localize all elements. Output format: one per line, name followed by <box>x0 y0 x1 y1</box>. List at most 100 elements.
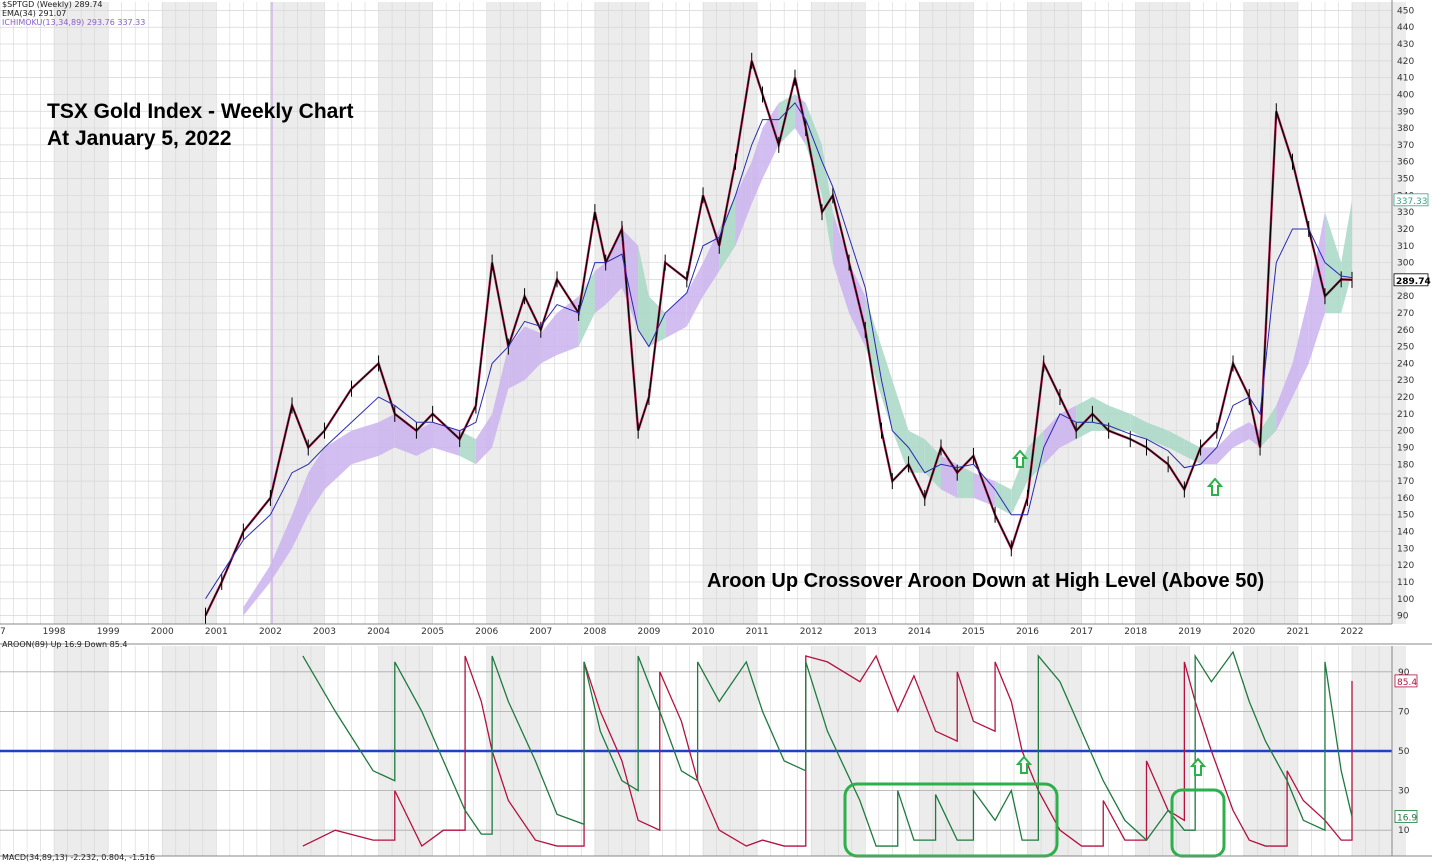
ichimoku-cloud-segment <box>1308 212 1325 364</box>
legend-macd: MACD(34,89,13) -2.232, 0.804, -1.516 <box>2 853 156 862</box>
up-arrow-icon <box>1015 755 1033 774</box>
ichimoku-cloud-segment <box>1260 405 1277 448</box>
aroon-value-tag <box>1394 810 1418 823</box>
price-tick-label: 300 <box>1397 259 1414 269</box>
ichimoku-cloud-segment <box>719 195 736 271</box>
ichimoku-cloud-segment <box>1092 397 1109 431</box>
ichimoku-cloud-segment <box>924 439 941 490</box>
ema-line <box>205 102 1353 600</box>
up-arrow-icon <box>1206 477 1224 496</box>
price-tick-label: 100 <box>1397 595 1414 605</box>
x-tick-label: 2001 <box>205 627 228 637</box>
chart-subtitle: At January 5, 2022 <box>47 127 232 150</box>
x-tick-label: 2009 <box>638 627 661 637</box>
legend-symbol: $SPTGD (Weekly) 289.74 <box>2 0 103 9</box>
price-tick-label: 380 <box>1397 124 1414 134</box>
price-tick-label: 150 <box>1397 511 1414 521</box>
price-tick-label: 230 <box>1397 376 1414 386</box>
x-tick-label: 2004 <box>367 627 390 637</box>
price-tick-label: 120 <box>1397 561 1414 571</box>
ichimoku-cloud-segment <box>735 161 752 246</box>
price-tick-label: 270 <box>1397 309 1414 319</box>
x-tick-label: 2022 <box>1341 627 1364 637</box>
price-tick-label: 450 <box>1397 6 1414 16</box>
x-tick-label: 2007 <box>529 627 552 637</box>
price-tick-label: 330 <box>1397 208 1414 218</box>
x-tick-label: 2020 <box>1232 627 1255 637</box>
price-tick-label: 200 <box>1397 427 1414 437</box>
ichimoku-cloud-segment <box>432 422 460 456</box>
ichimoku-cloud-segment <box>308 447 325 515</box>
ichimoku-cloud-segment <box>605 228 622 305</box>
ichimoku-cloud-segment <box>1108 405 1131 431</box>
x-tick-label: 1999 <box>97 627 120 637</box>
x-tick-label: 2011 <box>746 627 769 637</box>
x-tick-label: 2010 <box>692 627 715 637</box>
price-tick-label: 130 <box>1397 544 1414 554</box>
x-tick-label: 7 <box>0 627 6 637</box>
price-tick-label: 160 <box>1397 494 1414 504</box>
price-tick-label: 430 <box>1397 40 1414 50</box>
x-tick-label: 2003 <box>313 627 336 637</box>
price-tick-label: 390 <box>1397 107 1414 117</box>
ichimoku-cloud-segment <box>292 472 309 549</box>
ichimoku-cloud-segment <box>1146 422 1169 448</box>
x-tick-label: 2006 <box>475 627 498 637</box>
ichimoku-cloud-segment <box>351 422 379 465</box>
price-tick-label: 400 <box>1397 90 1414 100</box>
aroon-value-tag <box>1394 674 1418 688</box>
ichimoku-cloud-segment <box>1233 422 1250 448</box>
ichimoku-cloud-segment <box>1168 430 1185 456</box>
ichimoku-cloud-segment <box>243 565 271 616</box>
ichimoku-cloud-segment <box>1043 413 1060 465</box>
ichimoku-cloud-segment <box>805 102 823 196</box>
x-tick-label: 2000 <box>151 627 174 637</box>
price-tick-label: 370 <box>1397 141 1414 151</box>
x-tick-label: 2012 <box>800 627 823 637</box>
ichimoku-cloud-segment <box>378 413 395 456</box>
legend-ichimoku: ICHIMOKU(13,34,89) 293.76 337.33 <box>2 18 146 27</box>
ichimoku-cloud-segment <box>1292 296 1309 398</box>
ichimoku-cloud-segment <box>1249 422 1261 448</box>
price-tick-label: 260 <box>1397 326 1414 336</box>
x-tick-label: 1998 <box>43 627 66 637</box>
price-tick-label: 190 <box>1397 443 1414 453</box>
ichimoku-cloud-segment <box>394 413 417 456</box>
price-tick-label: 350 <box>1397 175 1414 185</box>
price-tick-label: 90 <box>1397 612 1409 622</box>
x-tick-label: 2016 <box>1016 627 1039 637</box>
price-tick-label: 210 <box>1397 410 1414 420</box>
price-tick-label: 140 <box>1397 528 1414 538</box>
ichimoku-cloud-segment <box>881 346 893 431</box>
x-tick-label: 2014 <box>908 627 931 637</box>
ichimoku-cloud-segment <box>492 346 509 448</box>
x-tick-label: 2008 <box>583 627 606 637</box>
price-value-label: 337.33 <box>1396 197 1428 207</box>
aroon-tick-label: 10 <box>1398 826 1410 836</box>
ichimoku-cloud-segment <box>540 313 558 364</box>
x-tick-label: 2002 <box>259 627 282 637</box>
up-arrow-icon <box>1189 757 1207 776</box>
price-tick-label: 240 <box>1397 359 1414 369</box>
price-tick-label: 110 <box>1397 578 1414 588</box>
aroon-value-label: 85.4 <box>1397 678 1417 688</box>
x-tick-label: 2021 <box>1286 627 1309 637</box>
price-tick-label: 320 <box>1397 225 1414 235</box>
price-tick-label: 250 <box>1397 343 1414 353</box>
price-tick-label: 420 <box>1397 57 1414 67</box>
price-tick-label: 440 <box>1397 23 1414 33</box>
legend-aroon: AROON(89) Up 16.9 Down 85.4 <box>2 640 128 649</box>
ichimoku-cloud-segment <box>995 481 1012 515</box>
price-tick-label: 280 <box>1397 292 1414 302</box>
price-tick-label: 360 <box>1397 158 1414 168</box>
ichimoku-cloud-segment <box>665 292 687 339</box>
ichimoku-cloud-segment <box>459 430 476 465</box>
annotation-text: Aroon Up Crossover Aroon Down at High Le… <box>707 570 1265 592</box>
ichimoku-cloud-segment <box>475 413 493 465</box>
price-panel: 90 100 110 120 130 140 150 160 170 180 190 200 210 22… <box>0 0 1432 638</box>
ichimoku-cloud-segment <box>1276 363 1293 431</box>
ichimoku-cloud-segment <box>865 296 882 398</box>
ichimoku-cloud-segment <box>638 245 649 347</box>
up-arrow-icon <box>1011 449 1029 468</box>
